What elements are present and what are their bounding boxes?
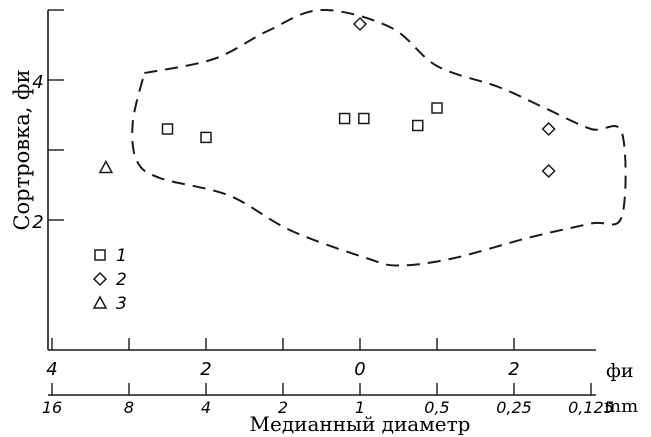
point-series-1 bbox=[431, 102, 443, 114]
x-mm-tick-label: 2 bbox=[278, 398, 288, 417]
x-mm-tick-label: 0,5 bbox=[424, 398, 449, 417]
point-series-2 bbox=[541, 163, 556, 179]
x-phi-tick-label: 0 bbox=[354, 359, 365, 380]
x-phi-tick-label: 2 bbox=[200, 359, 211, 380]
point-series-1 bbox=[412, 119, 424, 132]
legend-label-1: 1 bbox=[116, 246, 127, 266]
legend-marker-1 bbox=[94, 249, 106, 261]
point-series-3 bbox=[98, 159, 114, 174]
mm-unit-label: mm bbox=[604, 396, 638, 417]
legend-label-3: 3 bbox=[116, 294, 127, 314]
legend-label-2: 2 bbox=[116, 270, 127, 290]
axes: 2 4 4 2 0 2 16 8 4 2 1 0,5 0,25 0,125 bbox=[32, 9, 614, 417]
phi-unit-label: фи bbox=[606, 360, 634, 382]
legend-marker-2 bbox=[92, 271, 108, 287]
point-series-1 bbox=[358, 112, 370, 125]
y-tick-label: 4 bbox=[32, 72, 43, 93]
point-series-1 bbox=[161, 123, 174, 135]
x-mm-tick-label: 1 bbox=[355, 398, 365, 417]
envelope-curve bbox=[131, 8, 627, 267]
x-mm-tick-label: 8 bbox=[124, 398, 134, 417]
legend: 1 2 3 bbox=[92, 246, 127, 314]
y-axis-label: Сортровка, фи bbox=[10, 69, 34, 230]
plot-area bbox=[98, 8, 627, 267]
point-series-1 bbox=[200, 131, 212, 144]
x-phi-tick-label: 4 bbox=[46, 359, 57, 380]
x-mm-tick-label: 4 bbox=[201, 398, 211, 417]
x-mm-tick-label: 0,25 bbox=[496, 398, 532, 417]
y-tick-label: 2 bbox=[32, 212, 43, 233]
x-mm-tick-label: 0,125 bbox=[568, 398, 614, 417]
point-series-2 bbox=[352, 16, 368, 32]
x-axis-label: Медианный диаметр bbox=[250, 412, 471, 436]
x-mm-tick-label: 16 bbox=[42, 398, 62, 417]
point-series-1 bbox=[338, 112, 351, 125]
legend-marker-3 bbox=[92, 295, 108, 309]
x-phi-tick-label: 2 bbox=[508, 359, 519, 380]
point-series-2 bbox=[541, 121, 556, 137]
